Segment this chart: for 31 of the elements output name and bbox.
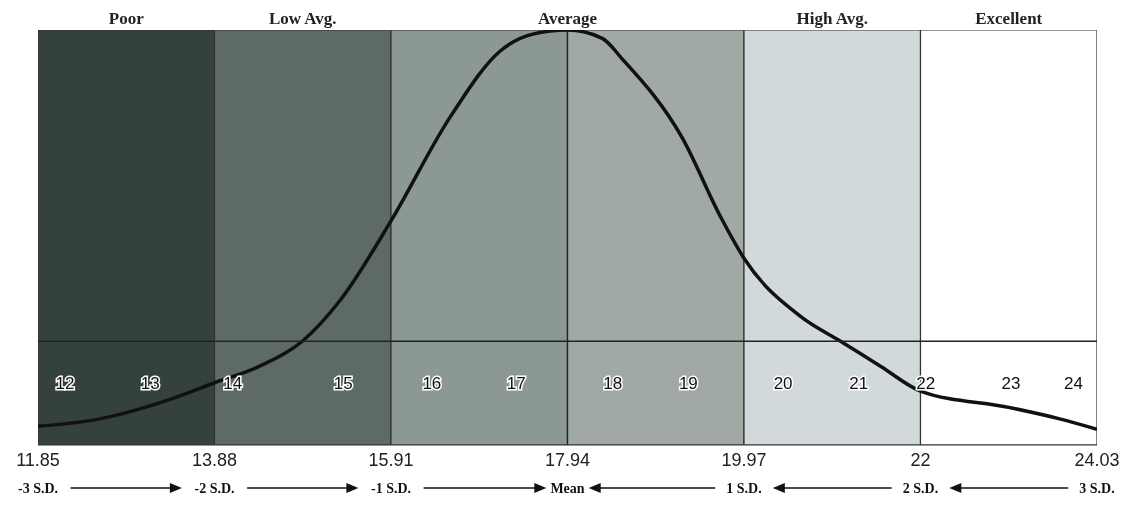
x2-tick-label: 14 bbox=[223, 374, 243, 394]
x2-tick-label: 13 bbox=[140, 374, 160, 394]
text: 2 S.D. bbox=[902, 481, 939, 496]
x2-tick-label: 23 bbox=[1001, 374, 1021, 394]
x-tick-label: 22 bbox=[910, 449, 931, 470]
text: Mean bbox=[550, 481, 585, 496]
x2-tick-label: 18 bbox=[603, 374, 623, 394]
x2-tick-label: 21 bbox=[849, 374, 869, 394]
x2-tick-label: 19 bbox=[678, 374, 698, 394]
x-tick-label: 24.03 bbox=[1074, 449, 1120, 470]
band-label: Excellent bbox=[975, 9, 1043, 28]
text: 1 S.D. bbox=[726, 481, 762, 496]
x-tick-label: 17.94 bbox=[544, 449, 591, 470]
band-label: Low Avg. bbox=[268, 9, 337, 28]
x2-tick-label: 15 bbox=[333, 374, 353, 394]
ref-line-label: Average bbox=[537, 9, 598, 28]
x-tick-label: 19.97 bbox=[721, 449, 767, 470]
text: -3 S.D. bbox=[17, 481, 59, 496]
x2-tick-label: 24 bbox=[1064, 374, 1083, 394]
x-tick-label: 13.88 bbox=[191, 449, 238, 470]
x2-tick-label: 12 bbox=[55, 374, 75, 394]
band-label: High Avg. bbox=[796, 9, 868, 28]
x2-tick-label: 20 bbox=[773, 374, 793, 394]
text: -1 S.D. bbox=[370, 481, 412, 496]
x-tick-label: 11.85 bbox=[16, 449, 60, 470]
band-label: Poor bbox=[108, 9, 145, 28]
text: -2 S.D. bbox=[194, 481, 235, 496]
text: 3 S.D. bbox=[1079, 481, 1115, 496]
x-tick-label: 15.91 bbox=[368, 449, 414, 470]
x2-tick-label: 17 bbox=[506, 374, 526, 394]
x2-tick-label: 16 bbox=[422, 374, 442, 394]
